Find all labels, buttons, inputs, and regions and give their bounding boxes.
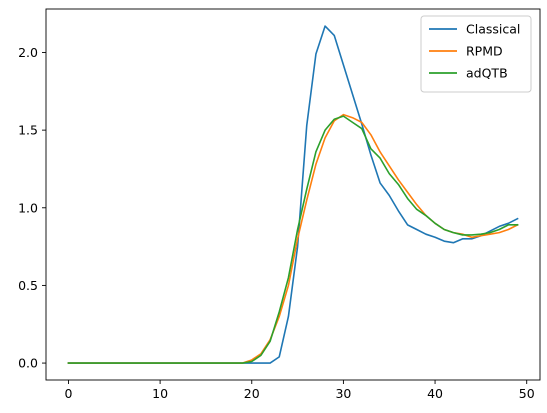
y-tick-label: 0.5 [18, 278, 38, 293]
legend-label-adqtb: adQTB [466, 66, 508, 81]
y-tick-label: 1.0 [18, 200, 38, 215]
x-tick-label: 20 [244, 386, 260, 401]
y-axis: 0.0 0.5 1.0 1.5 2.0 [18, 45, 46, 371]
legend-label-classical: Classical [466, 22, 520, 37]
x-axis: 0 10 20 30 40 50 [64, 380, 535, 401]
x-tick-label: 0 [64, 386, 72, 401]
series-line-adqtb [67, 115, 519, 364]
x-tick-label: 10 [152, 386, 168, 401]
plot-lines [67, 25, 519, 364]
x-tick-label: 30 [335, 386, 351, 401]
y-tick-label: 0.0 [18, 356, 38, 371]
y-tick-label: 2.0 [18, 45, 38, 60]
x-tick-label: 50 [519, 386, 535, 401]
axes-frame [45, 8, 541, 381]
y-tick-label: 1.5 [18, 123, 38, 138]
plot-area-border [45, 8, 541, 381]
legend-label-rpmd: RPMD [466, 44, 503, 59]
legend: Classical RPMD adQTB [420, 15, 532, 93]
x-tick-label: 40 [427, 386, 443, 401]
